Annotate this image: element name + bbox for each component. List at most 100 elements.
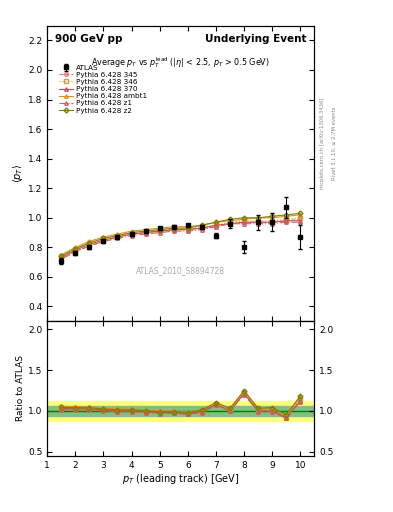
Pythia 6.428 345 xyxy=(59,256,64,262)
Pythia 6.428 370 xyxy=(256,219,261,225)
Y-axis label: Ratio to ATLAS: Ratio to ATLAS xyxy=(16,355,25,421)
Pythia 6.428 z1 xyxy=(87,243,92,249)
Pythia 6.428 345 xyxy=(284,218,288,224)
Pythia 6.428 346 xyxy=(87,240,92,246)
Y-axis label: $\langle p_T \rangle$: $\langle p_T \rangle$ xyxy=(11,164,25,183)
Pythia 6.428 ambt1 xyxy=(129,228,134,234)
Pythia 6.428 z1 xyxy=(73,249,78,255)
Pythia 6.428 z1 xyxy=(213,224,218,230)
Pythia 6.428 ambt1 xyxy=(185,224,190,230)
Pythia 6.428 346 xyxy=(157,226,162,232)
Pythia 6.428 370 xyxy=(213,222,218,228)
Pythia 6.428 ambt1 xyxy=(270,215,275,221)
Bar xyxy=(47,406,314,416)
Pythia 6.428 370 xyxy=(228,221,232,227)
Legend: ATLAS, Pythia 6.428 345, Pythia 6.428 346, Pythia 6.428 370, Pythia 6.428 ambt1,: ATLAS, Pythia 6.428 345, Pythia 6.428 34… xyxy=(59,65,147,114)
Line: Pythia 6.428 345: Pythia 6.428 345 xyxy=(59,218,302,261)
Line: Pythia 6.428 z1: Pythia 6.428 z1 xyxy=(59,221,302,261)
Pythia 6.428 z1 xyxy=(242,221,246,227)
Pythia 6.428 346 xyxy=(59,253,64,259)
Pythia 6.428 z2 xyxy=(185,225,190,231)
Pythia 6.428 z2 xyxy=(200,222,204,228)
Pythia 6.428 370 xyxy=(185,226,190,232)
Pythia 6.428 z1 xyxy=(256,221,261,227)
Pythia 6.428 346 xyxy=(185,225,190,231)
Pythia 6.428 z2 xyxy=(242,215,246,221)
Pythia 6.428 346 xyxy=(228,219,232,225)
Pythia 6.428 z2 xyxy=(256,215,261,221)
Pythia 6.428 370 xyxy=(242,219,246,225)
Pythia 6.428 370 xyxy=(200,225,204,231)
Pythia 6.428 ambt1 xyxy=(213,219,218,225)
Pythia 6.428 346 xyxy=(242,218,246,224)
Pythia 6.428 z2 xyxy=(129,229,134,236)
Pythia 6.428 370 xyxy=(270,219,275,225)
Pythia 6.428 370 xyxy=(59,254,64,261)
Pythia 6.428 z2 xyxy=(101,236,106,242)
Pythia 6.428 z1 xyxy=(200,226,204,232)
Pythia 6.428 z1 xyxy=(171,228,176,234)
Pythia 6.428 345 xyxy=(115,234,120,240)
Pythia 6.428 345 xyxy=(256,219,261,225)
Pythia 6.428 370 xyxy=(284,218,288,224)
Pythia 6.428 346 xyxy=(298,215,303,221)
Text: ATLAS_2010_S8894728: ATLAS_2010_S8894728 xyxy=(136,267,225,275)
Pythia 6.428 ambt1 xyxy=(298,212,303,218)
Pythia 6.428 345 xyxy=(101,239,106,245)
Pythia 6.428 346 xyxy=(200,224,204,230)
Pythia 6.428 370 xyxy=(157,228,162,234)
Pythia 6.428 345 xyxy=(298,216,303,222)
Pythia 6.428 z2 xyxy=(73,246,78,252)
X-axis label: $p_T$ (leading track) [GeV]: $p_T$ (leading track) [GeV] xyxy=(122,472,239,486)
Pythia 6.428 345 xyxy=(200,225,204,231)
Pythia 6.428 345 xyxy=(228,221,232,227)
Pythia 6.428 z1 xyxy=(59,256,64,262)
Pythia 6.428 z1 xyxy=(101,239,106,245)
Text: Underlying Event: Underlying Event xyxy=(205,34,307,45)
Pythia 6.428 370 xyxy=(171,226,176,232)
Pythia 6.428 ambt1 xyxy=(228,218,232,224)
Pythia 6.428 345 xyxy=(129,231,134,237)
Pythia 6.428 370 xyxy=(101,237,106,243)
Pythia 6.428 346 xyxy=(129,229,134,236)
Pythia 6.428 ambt1 xyxy=(256,215,261,221)
Text: 900 GeV pp: 900 GeV pp xyxy=(55,34,123,45)
Pythia 6.428 345 xyxy=(143,229,148,236)
Pythia 6.428 ambt1 xyxy=(73,244,78,250)
Bar xyxy=(47,401,314,421)
Pythia 6.428 ambt1 xyxy=(143,226,148,232)
Pythia 6.428 345 xyxy=(270,219,275,225)
Pythia 6.428 370 xyxy=(87,241,92,247)
Pythia 6.428 ambt1 xyxy=(242,216,246,222)
Pythia 6.428 z2 xyxy=(157,226,162,232)
Pythia 6.428 345 xyxy=(87,243,92,249)
Pythia 6.428 z2 xyxy=(171,225,176,231)
Pythia 6.428 ambt1 xyxy=(115,231,120,237)
Pythia 6.428 z1 xyxy=(157,229,162,236)
Pythia 6.428 z1 xyxy=(228,221,232,227)
Pythia 6.428 z2 xyxy=(115,232,120,239)
Text: Average $p_T$ vs $p_T^{\rm lead}$ ($|\eta|$ < 2.5, $p_T$ > 0.5 GeV): Average $p_T$ vs $p_T^{\rm lead}$ ($|\et… xyxy=(91,55,270,70)
Pythia 6.428 345 xyxy=(157,228,162,234)
Pythia 6.428 z1 xyxy=(115,236,120,242)
Pythia 6.428 346 xyxy=(270,218,275,224)
Text: mcplots.cern.ch [arXiv:1306.3436]: mcplots.cern.ch [arXiv:1306.3436] xyxy=(320,98,325,189)
Pythia 6.428 370 xyxy=(73,247,78,253)
Pythia 6.428 345 xyxy=(242,219,246,225)
Pythia 6.428 z1 xyxy=(143,231,148,237)
Pythia 6.428 ambt1 xyxy=(200,222,204,228)
Pythia 6.428 ambt1 xyxy=(101,234,106,240)
Pythia 6.428 ambt1 xyxy=(171,224,176,230)
Line: Pythia 6.428 z2: Pythia 6.428 z2 xyxy=(59,211,302,258)
Pythia 6.428 z2 xyxy=(143,228,148,234)
Pythia 6.428 z1 xyxy=(298,219,303,225)
Pythia 6.428 345 xyxy=(185,226,190,232)
Pythia 6.428 345 xyxy=(171,226,176,232)
Pythia 6.428 370 xyxy=(143,229,148,236)
Pythia 6.428 z1 xyxy=(185,228,190,234)
Pythia 6.428 z1 xyxy=(284,219,288,225)
Pythia 6.428 ambt1 xyxy=(284,213,288,219)
Pythia 6.428 z2 xyxy=(298,210,303,217)
Line: Pythia 6.428 346: Pythia 6.428 346 xyxy=(59,216,302,258)
Text: Rivet 3.1.10, ≥ 2.7M events: Rivet 3.1.10, ≥ 2.7M events xyxy=(332,106,337,180)
